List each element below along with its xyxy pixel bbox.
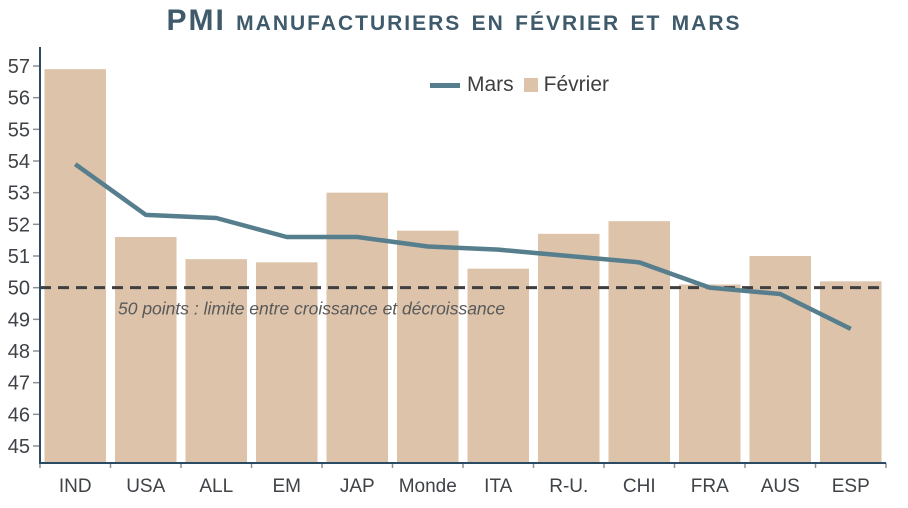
bar-fevrier-CHI <box>608 221 670 463</box>
mars-line-swatch-icon <box>430 82 460 88</box>
x-category-label: ALL <box>199 476 233 497</box>
x-category-label: FRA <box>691 476 729 497</box>
chart-title: PMI manufacturiers en février et mars <box>166 4 742 37</box>
x-category-label: R-U. <box>549 476 588 497</box>
y-tick-label: 57 <box>8 56 30 78</box>
y-tick-label: 55 <box>8 119 30 141</box>
mars-line-series <box>73 162 852 331</box>
reference-line-annotation: 50 points : limite entre croissance et d… <box>118 299 505 319</box>
x-category-label: JAP <box>340 476 375 497</box>
y-tick-label: 50 <box>8 278 30 300</box>
x-category-label: AUS <box>761 476 800 497</box>
x-category-label: Monde <box>399 476 457 497</box>
bar-fevrier-ESP <box>820 281 882 463</box>
bar-fevrier-ALL <box>185 259 247 463</box>
legend-item-fevrier: Février <box>523 73 610 97</box>
bar-fevrier-R-U. <box>538 233 600 463</box>
y-tick-label: 52 <box>8 214 30 236</box>
y-tick-label: 45 <box>8 436 30 458</box>
x-category-label: USA <box>126 476 165 497</box>
y-tick-label: 53 <box>8 183 30 205</box>
x-category-label: EM <box>273 476 302 497</box>
legend-item-mars: Mars <box>430 73 514 97</box>
bar-fevrier-FRA <box>679 284 741 463</box>
y-tick-label: 54 <box>8 151 30 173</box>
legend-label-mars: Mars <box>467 73 514 96</box>
y-tick-label: 46 <box>8 404 30 426</box>
y-tick-label: 49 <box>8 309 30 331</box>
fevrier-square-swatch-icon <box>523 78 538 92</box>
bar-fevrier-Monde <box>397 230 459 463</box>
y-tick-label: 56 <box>8 88 30 110</box>
x-category-label: ITA <box>484 476 512 497</box>
x-category-label: CHI <box>623 476 656 497</box>
legend: Mars Février <box>430 73 619 97</box>
bar-fevrier-EM <box>256 262 318 463</box>
pmi-combo-chart: 45 46 47 48 49 50 51 52 53 54 55 56 57 IND USA ALL EM JAP… <box>8 47 887 497</box>
x-category-label: IND <box>59 476 92 497</box>
bar-fevrier-ITA <box>467 268 529 463</box>
bar-fevrier-USA <box>115 237 177 463</box>
y-tick-label: 47 <box>8 373 30 395</box>
x-category-label: ESP <box>832 476 870 497</box>
bar-fevrier-JAP <box>326 192 388 463</box>
bar-fevrier-IND <box>44 69 106 464</box>
y-tick-label: 48 <box>8 341 30 363</box>
legend-label-fevrier: Février <box>543 73 610 96</box>
y-tick-label: 51 <box>8 246 30 268</box>
